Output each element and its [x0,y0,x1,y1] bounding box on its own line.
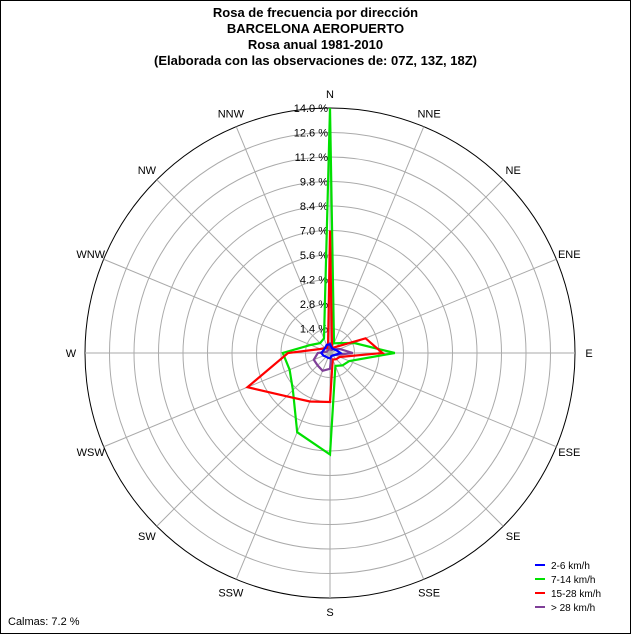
direction-label-n: N [326,89,334,101]
grid-spoke [329,352,504,527]
series-line-15-28-km-h [245,230,386,404]
ring-value-label: 2.8 % [300,299,328,311]
direction-label-wsw: WSW [77,447,106,459]
ring-value-label: 4.2 % [300,275,328,287]
legend-label: > 28 km/h [551,603,595,614]
grid-spoke [329,179,504,354]
grid-spoke [329,258,557,354]
direction-label-w: W [66,348,77,360]
grid-spoke [329,126,425,354]
calms-label: Calmas: 7.2 % [8,616,80,628]
ring-value-label: 11.2 % [295,152,329,164]
direction-label-ene: ENE [558,249,581,261]
grid-spoke [329,352,557,448]
direction-label-s: S [326,607,333,619]
legend-label: 15-28 km/h [551,589,601,600]
chart-title: Rosa de frecuencia por dirección [212,5,419,20]
direction-label-nw: NW [138,165,157,177]
grid-spoke [103,258,331,354]
ring-value-label: 14.0 % [294,103,328,115]
direction-label-sw: SW [138,531,156,543]
grid-spoke [156,352,331,527]
legend-label: 2-6 km/h [551,561,590,572]
ring-value-label: 12.6 % [294,128,328,140]
direction-label-e: E [585,348,592,360]
grid-spoke [103,352,331,448]
direction-label-ese: ESE [558,447,580,459]
ring-value-label: 1.4 % [300,324,328,336]
grid-spoke [156,179,331,354]
direction-label-se: SE [506,531,521,543]
period-subtitle: Rosa anual 1981-2010 [247,37,384,52]
ring-value-label: 7.0 % [300,226,328,238]
ring-value-label: 9.8 % [300,177,328,189]
legend-label: 7-14 km/h [551,575,595,586]
series-line--28-km-h [312,342,354,373]
direction-label-ssw: SSW [218,587,244,599]
direction-label-sse: SSE [418,587,440,599]
direction-label-wnw: WNW [76,249,105,261]
grid-spoke [235,126,331,354]
grid-spoke [235,352,331,580]
ring-value-label: 8.4 % [300,201,328,213]
ring-value-label: 5.6 % [300,250,328,262]
direction-label-ne: NE [506,165,521,177]
grid-spoke [329,352,425,580]
direction-label-nne: NNE [417,109,440,121]
station-name: BARCELONA AEROPUERTO [226,21,405,36]
series-line-2-6-km-h [319,343,343,360]
direction-label-nnw: NNW [218,109,245,121]
observations-note: (Elaborada con las observaciones de: 07Z… [154,53,477,68]
